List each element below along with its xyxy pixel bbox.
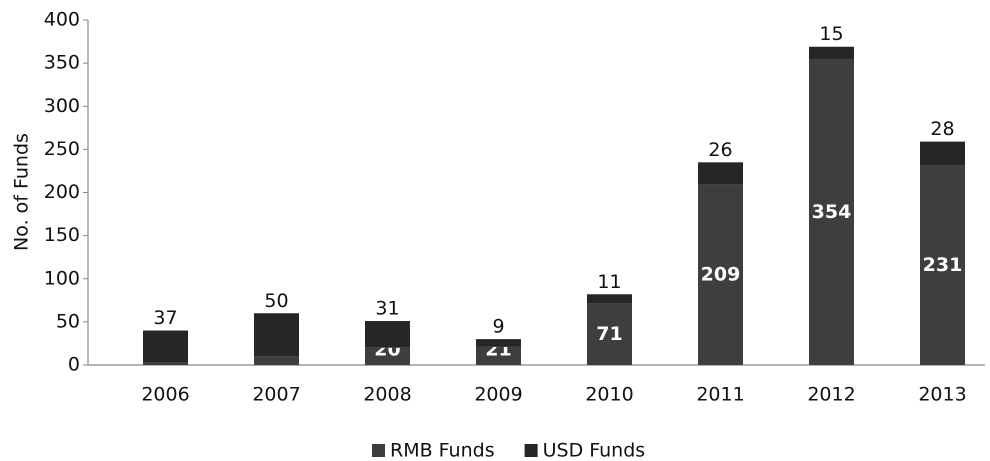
y-tick-label: 150 [44, 224, 80, 246]
bar-segment [587, 294, 632, 304]
bar-segment [365, 321, 410, 348]
bar-segment [809, 59, 854, 366]
data-label: 209 [701, 263, 741, 285]
bar-segment [476, 346, 521, 365]
y-tick-label: 400 [44, 9, 80, 31]
data-label: 50 [264, 290, 288, 312]
bar-segment [143, 330, 188, 363]
x-tick-label: 2013 [918, 384, 966, 406]
bar-segment [365, 347, 410, 365]
y-tick-label: 100 [44, 267, 80, 289]
bar-segment [920, 165, 965, 365]
bar-segment [587, 303, 632, 365]
x-tick-label: 2012 [807, 384, 855, 406]
x-tick-label: 2008 [363, 384, 411, 406]
y-tick-label: 300 [44, 95, 80, 117]
data-label: 354 [812, 201, 852, 223]
data-label: 9 [492, 316, 504, 338]
bar-segment [698, 162, 743, 185]
legend-label: USD Funds [543, 440, 646, 461]
data-label: 231 [923, 254, 963, 276]
data-label: 37 [153, 307, 177, 329]
data-label: 26 [708, 139, 732, 161]
x-tick-label: 2009 [474, 384, 522, 406]
bar-segment [254, 356, 299, 365]
bar-segment [476, 339, 521, 347]
x-tick-label: 2007 [252, 384, 300, 406]
y-tick-label: 0 [68, 354, 80, 376]
data-label: 31 [375, 298, 399, 320]
bar-segment [698, 184, 743, 365]
legend-swatch [372, 444, 385, 457]
legend-label: RMB Funds [390, 440, 495, 461]
data-label: 11 [597, 271, 621, 293]
data-label: 28 [930, 118, 954, 140]
bar-segment [254, 313, 299, 357]
x-tick-label: 2011 [696, 384, 744, 406]
bar-segment [143, 362, 188, 365]
y-tick-label: 250 [44, 138, 80, 160]
y-tick-label: 50 [56, 310, 80, 332]
data-label: 71 [596, 323, 622, 345]
y-tick-label: 200 [44, 181, 80, 203]
legend-swatch [524, 444, 538, 457]
x-tick-label: 2006 [141, 384, 189, 406]
y-tick-label: 350 [44, 52, 80, 74]
bar-segment [920, 141, 965, 166]
data-label: 15 [819, 23, 843, 45]
y-axis-label: No. of Funds [11, 133, 33, 251]
x-tick-label: 2010 [585, 384, 633, 406]
bar-segment [809, 46, 854, 60]
